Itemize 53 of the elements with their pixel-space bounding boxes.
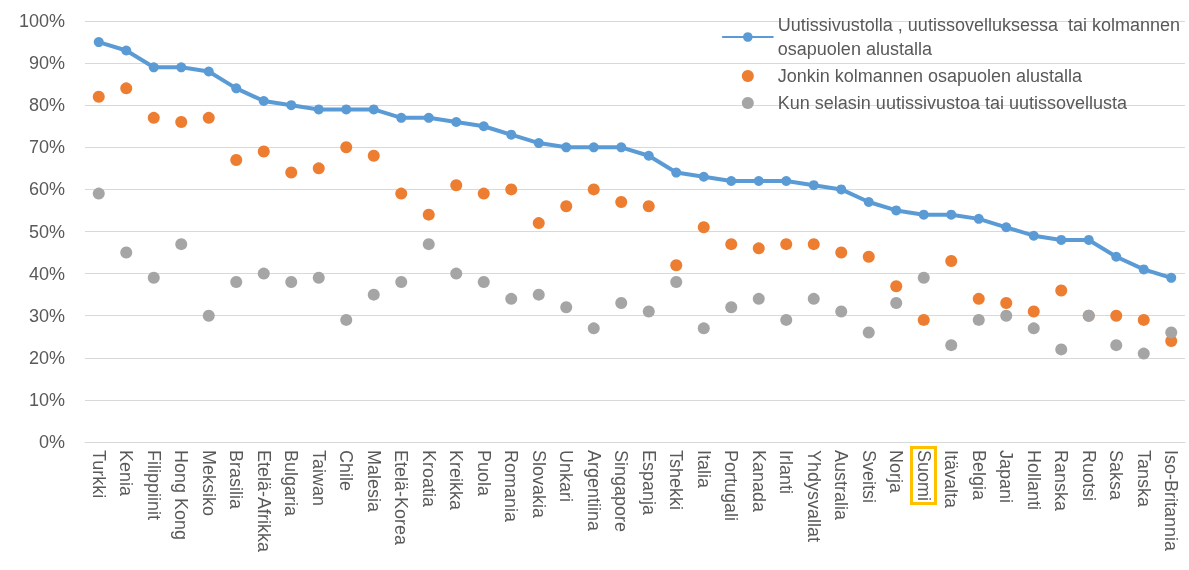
x-tick-label: Portugali bbox=[721, 450, 742, 522]
x-tick-label: Turkki bbox=[88, 450, 109, 499]
x-tick-label: Slovakia bbox=[528, 450, 549, 520]
x-tick-label: Taiwan bbox=[308, 450, 329, 507]
x-tick-label: Romania bbox=[501, 450, 522, 524]
x-tick-label: Bulgaria bbox=[281, 450, 302, 518]
x-tick-label: Malesia bbox=[363, 450, 384, 514]
x-tick-label: Etelä-Afrikka bbox=[253, 450, 274, 554]
y-tick-label: 10% bbox=[28, 389, 65, 410]
x-tick-label: Belgia bbox=[968, 450, 989, 502]
y-tick-label: 80% bbox=[28, 95, 65, 116]
x-tick-label: Etelä-Korea bbox=[391, 450, 412, 547]
x-tick-label: Hollanti bbox=[1023, 450, 1044, 511]
x-tick-label: Kreikka bbox=[446, 450, 467, 512]
x-tick-label: Singapore bbox=[611, 450, 632, 533]
y-tick-label: 50% bbox=[28, 221, 65, 242]
y-tick-label: 90% bbox=[28, 53, 65, 74]
x-tick-label: Ranska bbox=[1051, 450, 1072, 513]
x-tick-label: Iso-Britannia bbox=[1161, 450, 1182, 553]
x-tick-label: Itävalta bbox=[941, 450, 962, 510]
x-tick-label: Unkari bbox=[556, 450, 577, 503]
legend-label: Kun selasin uutissivustoa tai uutissovellusta bbox=[777, 93, 1128, 113]
x-tick-label: Tshekki bbox=[666, 450, 687, 511]
y-tick-label: 100% bbox=[18, 11, 65, 31]
x-tick-label: Filippiinit bbox=[143, 450, 164, 521]
x-tick-label: Hong Kong bbox=[171, 450, 192, 541]
legend-label: Uutissivustolla , uutissovelluksessa tai kolmannen osapuolen alustalla bbox=[777, 15, 1180, 59]
y-tick-label: 70% bbox=[28, 137, 65, 158]
x-tick-label: Yhdysvallat bbox=[803, 450, 824, 543]
x-tick-label: Kanada bbox=[748, 450, 769, 514]
x-tick-label: Norja bbox=[886, 450, 907, 494]
y-tick-label: 40% bbox=[28, 263, 65, 284]
x-tick-label: Kenia bbox=[116, 450, 137, 498]
x-tick-label: Brasilia bbox=[226, 450, 247, 511]
x-tick-label: Japani bbox=[996, 450, 1017, 504]
x-tick-label: Argentiina bbox=[583, 450, 604, 533]
x-tick-label: Tanska bbox=[1133, 450, 1154, 509]
x-tick-label: Australia bbox=[831, 450, 852, 522]
x-tick-label: Puola bbox=[473, 450, 494, 498]
y-tick-label: 0% bbox=[38, 432, 65, 452]
x-tick-label: Espanja bbox=[638, 450, 659, 517]
x-tick-label: Saksa bbox=[1106, 450, 1127, 502]
x-tick-label: Chile bbox=[336, 450, 357, 492]
x-tick-label: Meksiko bbox=[198, 450, 219, 517]
legend-label: Jonkin kolmannen osapuolen alustalla bbox=[777, 66, 1084, 86]
x-tick-label: Italia bbox=[693, 450, 714, 490]
x-tick-label: Sveitsi bbox=[858, 450, 879, 504]
x-tick-label: Irlanti bbox=[776, 450, 797, 495]
x-tick-label: Kroatia bbox=[418, 450, 439, 509]
x-tick-label: Ruotsi bbox=[1078, 450, 1099, 502]
y-tick-label: 60% bbox=[28, 179, 65, 200]
y-tick-label: 30% bbox=[28, 305, 65, 326]
y-tick-label: 20% bbox=[28, 347, 65, 368]
